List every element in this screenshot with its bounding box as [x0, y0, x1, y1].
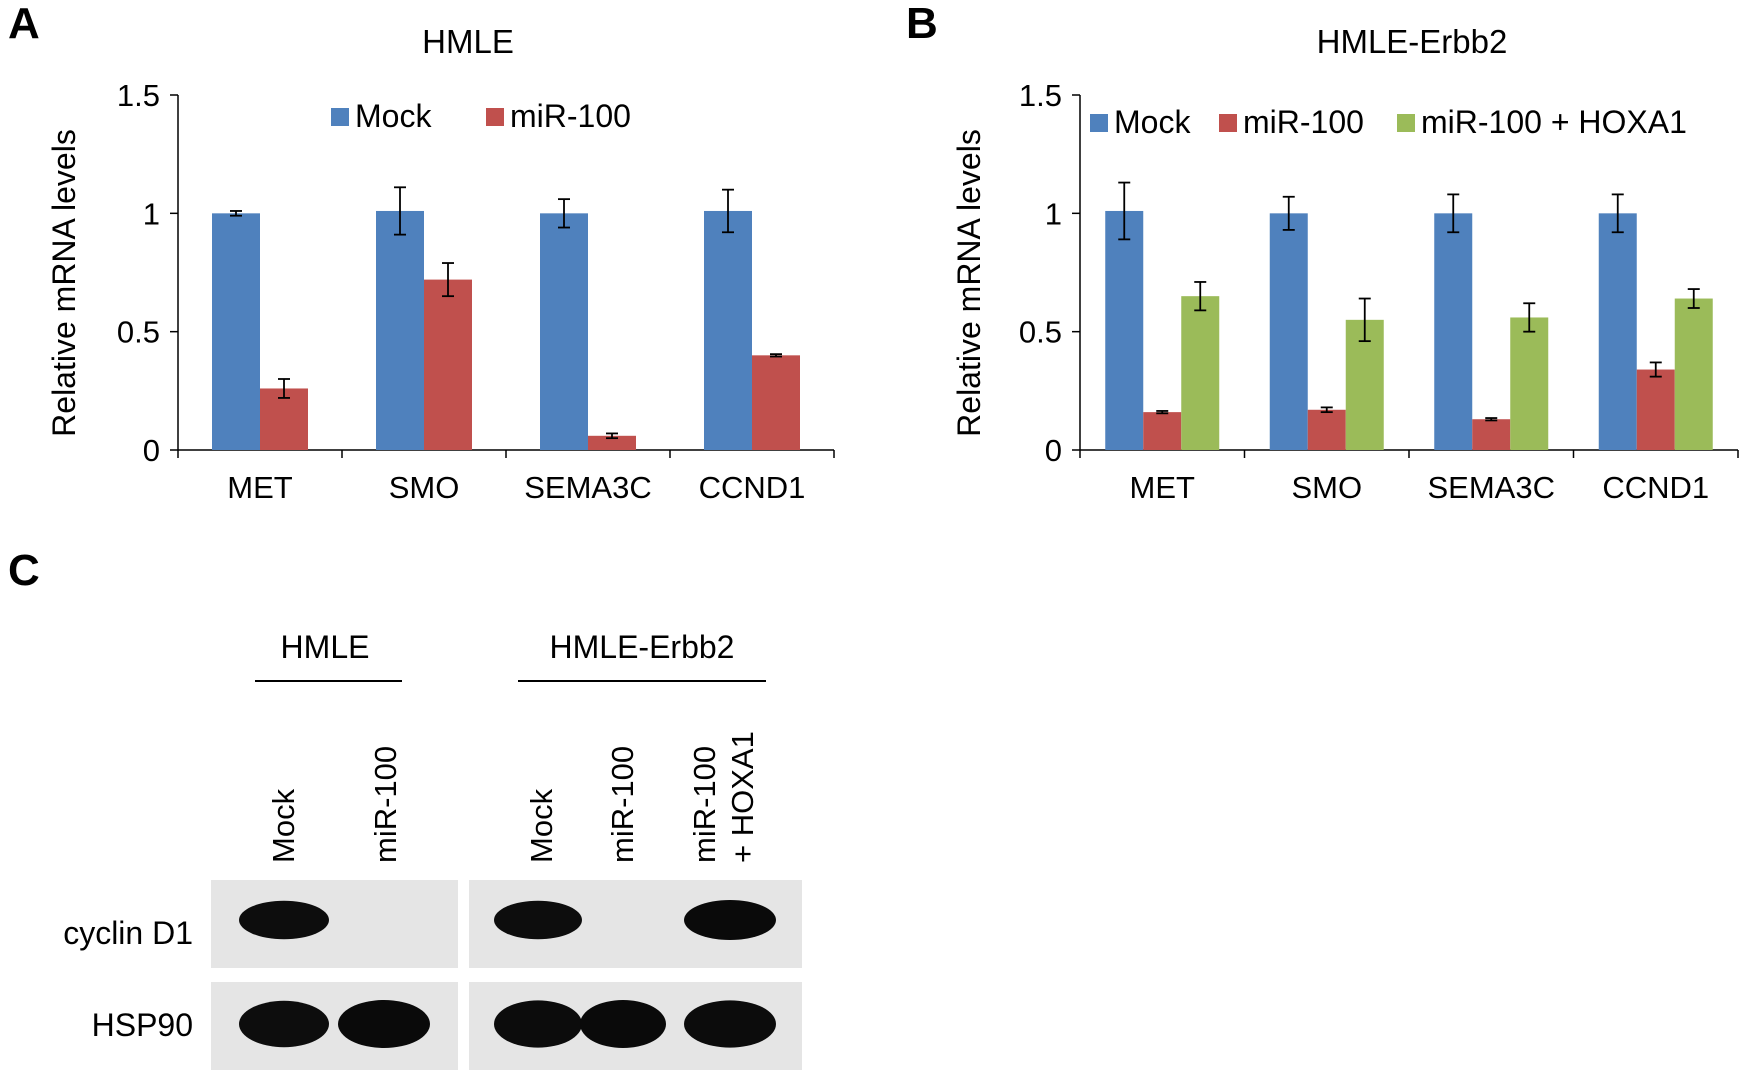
chart-a-y-tick-label: 1	[143, 196, 160, 231]
chart-a-bar	[376, 210, 424, 450]
chart-b-category-label: MET	[1130, 470, 1196, 505]
blot-lane-label-4: miR-100	[605, 746, 640, 863]
blot-band	[494, 1000, 582, 1048]
chart-a-y-tick-label: 0	[143, 433, 160, 468]
chart-b-bar	[1181, 296, 1220, 450]
chart-b-bar	[1269, 213, 1308, 450]
blot-band	[239, 1000, 329, 1048]
chart-b-category-label: CCND1	[1602, 470, 1709, 505]
chart-a-y-tick-label: 1.5	[117, 78, 160, 113]
chart-b-legend-swatch	[1090, 114, 1108, 132]
blot-lane-label-5a: miR-100	[687, 746, 722, 863]
chart-b-bar	[1674, 298, 1713, 450]
blot-band	[684, 1000, 776, 1048]
chart-b-y-tick-label: 1	[1045, 196, 1062, 231]
chart-a-category-label: CCND1	[699, 470, 806, 505]
blot-lane-label-1: Mock	[266, 788, 301, 863]
chart-b-legend-label: miR-100	[1243, 104, 1364, 140]
panel-letter-c: C	[8, 546, 40, 595]
chart-b-bar	[1105, 210, 1144, 450]
chart-b-bar	[1472, 419, 1511, 450]
chart-b-y-tick-label: 0	[1045, 433, 1062, 468]
blot-lane-label-3: Mock	[524, 788, 559, 863]
chart-a-title: HMLE	[422, 23, 514, 60]
blot-lane-label-2: miR-100	[368, 746, 403, 863]
chart-b-legend-swatch	[1397, 114, 1415, 132]
chart-a-bar	[424, 279, 472, 450]
chart-a-bar	[540, 213, 588, 450]
chart-b-title: HMLE-Erbb2	[1317, 23, 1508, 60]
blot-band	[494, 900, 582, 940]
chart-a-category-label: MET	[227, 470, 293, 505]
western-blot: HMLE HMLE-Erbb2 Mock miR-100 Mock miR-10…	[63, 629, 802, 1070]
chart-a-bar	[752, 355, 800, 450]
panel-letter-b: B	[906, 0, 938, 48]
chart-b-y-tick-label: 1.5	[1019, 78, 1062, 113]
chart-b-bar	[1510, 317, 1549, 450]
chart-a-legend-swatch	[486, 108, 504, 126]
chart-b-bar	[1143, 412, 1182, 450]
chart-a: HMLE Relative mRNA levels 0 0.5 1 1.5 MET SMO…	[46, 23, 835, 505]
chart-a-y-tick-label: 0.5	[117, 315, 160, 350]
blot-band	[338, 1000, 430, 1048]
chart-b-bar	[1636, 369, 1675, 450]
chart-b-y-tick-label: 0.5	[1019, 315, 1062, 350]
chart-b-bar	[1307, 409, 1346, 450]
chart-b-legend-label: Mock	[1114, 104, 1191, 140]
chart-b-legend-label: miR-100 + HOXA1	[1421, 104, 1687, 140]
chart-a-bar	[704, 210, 752, 450]
chart-b-bar	[1598, 213, 1637, 450]
chart-a-legend-label: Mock	[355, 98, 432, 134]
chart-a-bar	[212, 213, 260, 450]
blot-band	[684, 900, 776, 940]
chart-a-legend-label: miR-100	[510, 98, 631, 134]
chart-b-bar	[1434, 213, 1473, 450]
chart-b-category-label: SMO	[1291, 470, 1362, 505]
blot-row-label-hsp90: HSP90	[92, 1007, 193, 1043]
blot-band	[239, 900, 329, 940]
chart-b-legend-swatch	[1219, 114, 1237, 132]
panel-letter-a: A	[8, 0, 40, 48]
chart-b: HMLE-Erbb2 Relative mRNA levels 0 0.5 1 1.5…	[951, 23, 1739, 505]
blot-lane-label-5b: + HOXA1	[725, 731, 760, 863]
chart-a-category-label: SMO	[389, 470, 460, 505]
chart-a-legend-swatch	[331, 108, 349, 126]
chart-a-bar	[588, 435, 636, 450]
blot-band	[580, 1000, 666, 1048]
blot-group-label-hmle: HMLE	[281, 629, 370, 665]
chart-b-ylabel: Relative mRNA levels	[951, 129, 987, 437]
chart-a-category-label: SEMA3C	[524, 470, 651, 505]
chart-b-category-label: SEMA3C	[1428, 470, 1555, 505]
blot-row-label-cyclin-d1: cyclin D1	[63, 915, 193, 951]
blot-group-label-hmle-erbb2: HMLE-Erbb2	[550, 629, 735, 665]
chart-a-ylabel: Relative mRNA levels	[46, 129, 82, 437]
